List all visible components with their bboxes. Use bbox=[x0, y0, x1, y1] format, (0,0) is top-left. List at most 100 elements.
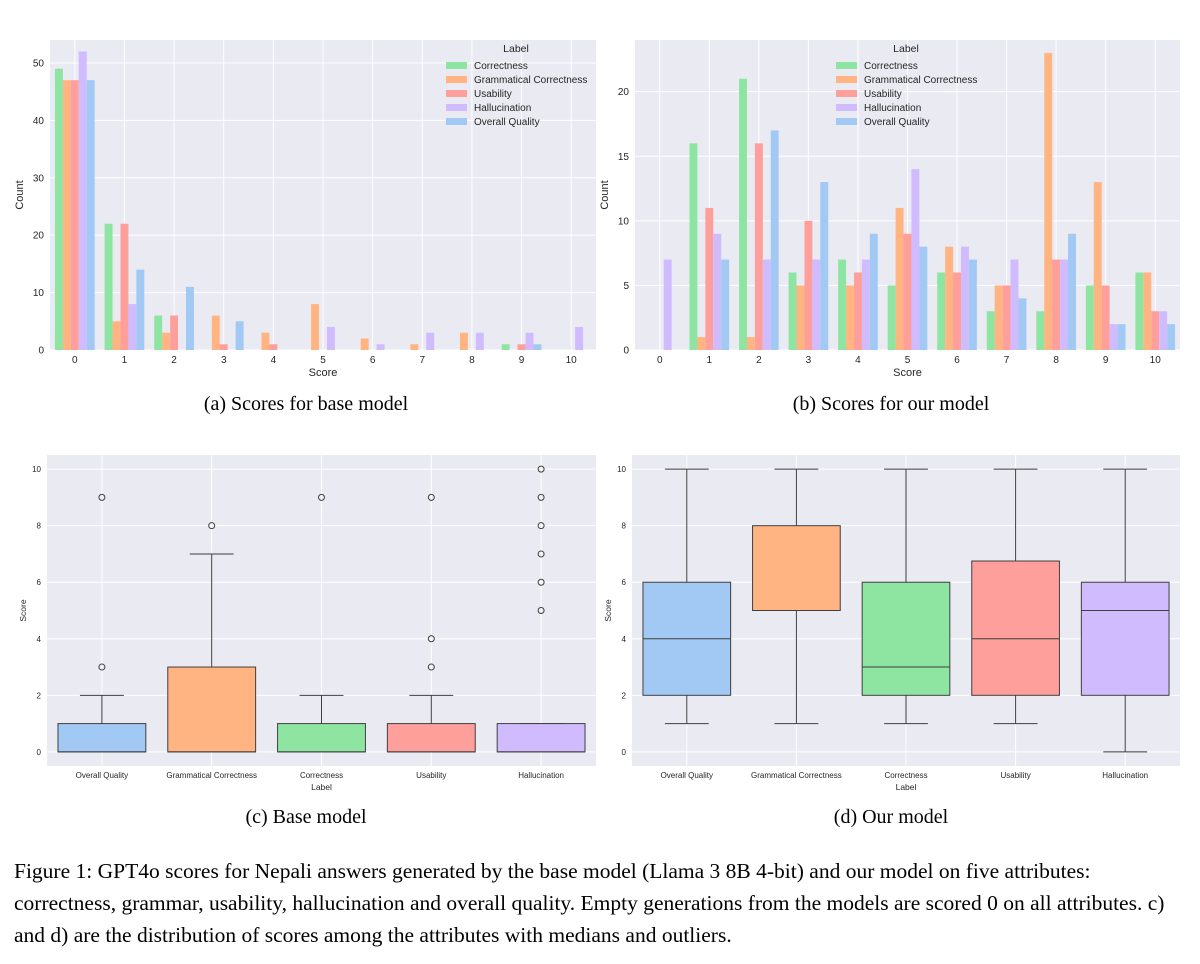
legend-label: Grammatical Correctness bbox=[864, 75, 977, 86]
bar bbox=[895, 207, 904, 350]
bar bbox=[1085, 285, 1094, 350]
bar bbox=[410, 344, 419, 350]
bar bbox=[1044, 52, 1053, 351]
bar bbox=[120, 223, 129, 350]
y-axis-title: Count bbox=[600, 180, 611, 209]
box bbox=[167, 666, 257, 753]
bar bbox=[903, 233, 912, 350]
x-tick-label: 1 bbox=[122, 355, 128, 366]
bar bbox=[70, 80, 79, 350]
x-tick-label: 5 bbox=[320, 355, 326, 366]
bar-chart-our-model: 0 5 10 15 20 0 1 2 3 4 5 6 7 8 9 10 Score Count Label Corre… bbox=[600, 40, 1180, 379]
x-tick-label: Usability bbox=[1000, 771, 1030, 780]
bar bbox=[820, 182, 829, 350]
x-tick-label: Usability bbox=[416, 771, 446, 780]
x-tick-label: 2 bbox=[756, 355, 762, 366]
bar bbox=[1068, 233, 1076, 350]
y-tick-label: 0 bbox=[38, 346, 44, 357]
x-tick-label: Hallucination bbox=[1102, 771, 1148, 780]
bar bbox=[1060, 259, 1069, 350]
bar bbox=[78, 51, 87, 351]
bar bbox=[838, 259, 847, 350]
x-tick-label: 8 bbox=[469, 355, 475, 366]
legend-label: Correctness bbox=[864, 61, 918, 72]
bar bbox=[705, 207, 714, 350]
y-tick-label: 10 bbox=[617, 465, 626, 474]
bar bbox=[721, 259, 730, 350]
box bbox=[496, 723, 586, 753]
x-tick-label: 8 bbox=[1053, 355, 1059, 366]
x-tick-label: 1 bbox=[707, 355, 713, 366]
legend-swatch bbox=[446, 76, 467, 83]
legend-label: Hallucination bbox=[474, 103, 531, 114]
y-tick-label: 10 bbox=[32, 465, 41, 474]
y-tick-label: 6 bbox=[37, 578, 42, 587]
x-tick-label: Correctness bbox=[884, 771, 927, 780]
bar bbox=[968, 259, 977, 350]
y-axis-title: Score bbox=[18, 599, 28, 621]
bar bbox=[846, 285, 854, 350]
bar bbox=[376, 344, 385, 350]
bar bbox=[360, 338, 369, 350]
bar bbox=[1159, 311, 1168, 350]
x-tick-label: 6 bbox=[370, 355, 376, 366]
bar bbox=[517, 344, 526, 350]
bar bbox=[104, 223, 113, 350]
bar bbox=[501, 344, 510, 350]
bar bbox=[311, 304, 320, 350]
figure-caption: Figure 1: GPT4o scores for Nepali answer… bbox=[14, 859, 1165, 947]
bar bbox=[575, 327, 584, 350]
legend-label: Correctness bbox=[474, 61, 528, 72]
outlier-point bbox=[537, 550, 545, 558]
y-tick-label: 50 bbox=[33, 58, 45, 69]
legend-swatch bbox=[836, 62, 857, 69]
box-plot-our-model: 0 2 4 6 8 10 Overall Quality Grammatical Correc… bbox=[603, 455, 1180, 792]
bar bbox=[211, 315, 220, 350]
x-axis-title: Score bbox=[309, 367, 338, 379]
x-tick-label: 6 bbox=[954, 355, 960, 366]
outlier-point bbox=[208, 522, 216, 530]
bar bbox=[919, 246, 928, 350]
bar bbox=[1018, 298, 1027, 350]
x-tick-label: Grammatical Correctness bbox=[751, 771, 842, 780]
bar bbox=[911, 169, 920, 350]
bar bbox=[533, 344, 542, 350]
legend-swatch bbox=[446, 104, 467, 111]
bar bbox=[796, 285, 805, 350]
bar bbox=[426, 332, 435, 350]
panel-a: 0 10 20 30 40 50 0 1 2 3 4 5 6 7 8 9 10 Score Count Label Co… bbox=[0, 30, 600, 385]
outlier-point bbox=[427, 663, 435, 671]
bar bbox=[762, 259, 771, 350]
panel-b: 0 5 10 15 20 0 1 2 3 4 5 6 7 8 9 10 Score Count Label Corre… bbox=[600, 30, 1200, 385]
box bbox=[971, 560, 1060, 696]
bar bbox=[788, 272, 797, 350]
bar bbox=[869, 233, 878, 350]
outlier-point bbox=[427, 493, 435, 501]
y-tick-label: 5 bbox=[623, 281, 629, 292]
bar bbox=[219, 344, 228, 350]
bar bbox=[162, 332, 171, 350]
y-tick-label: 4 bbox=[37, 635, 42, 644]
bar bbox=[1167, 324, 1176, 350]
outlier-point bbox=[318, 493, 325, 501]
x-tick-label: 0 bbox=[72, 355, 78, 366]
x-tick-label: 9 bbox=[1103, 355, 1109, 366]
outlier-point bbox=[98, 493, 106, 501]
legend-swatch bbox=[446, 118, 467, 125]
outlier-point bbox=[537, 578, 545, 586]
bar bbox=[136, 269, 145, 350]
caption-d: (d) Our model bbox=[833, 806, 949, 828]
bar bbox=[86, 80, 95, 350]
bar bbox=[754, 143, 763, 350]
legend-label: Usability bbox=[864, 89, 902, 100]
x-axis-title: Score bbox=[893, 367, 922, 379]
x-tick-label: 7 bbox=[1004, 355, 1010, 366]
legend-label: Usability bbox=[474, 89, 512, 100]
y-axis-title: Count bbox=[14, 180, 26, 209]
outlier-point bbox=[427, 635, 435, 643]
legend-label: Overall Quality bbox=[864, 117, 930, 128]
legend-swatch bbox=[446, 62, 467, 69]
bar bbox=[861, 259, 870, 350]
box bbox=[277, 723, 366, 753]
legend-swatch bbox=[836, 118, 857, 125]
